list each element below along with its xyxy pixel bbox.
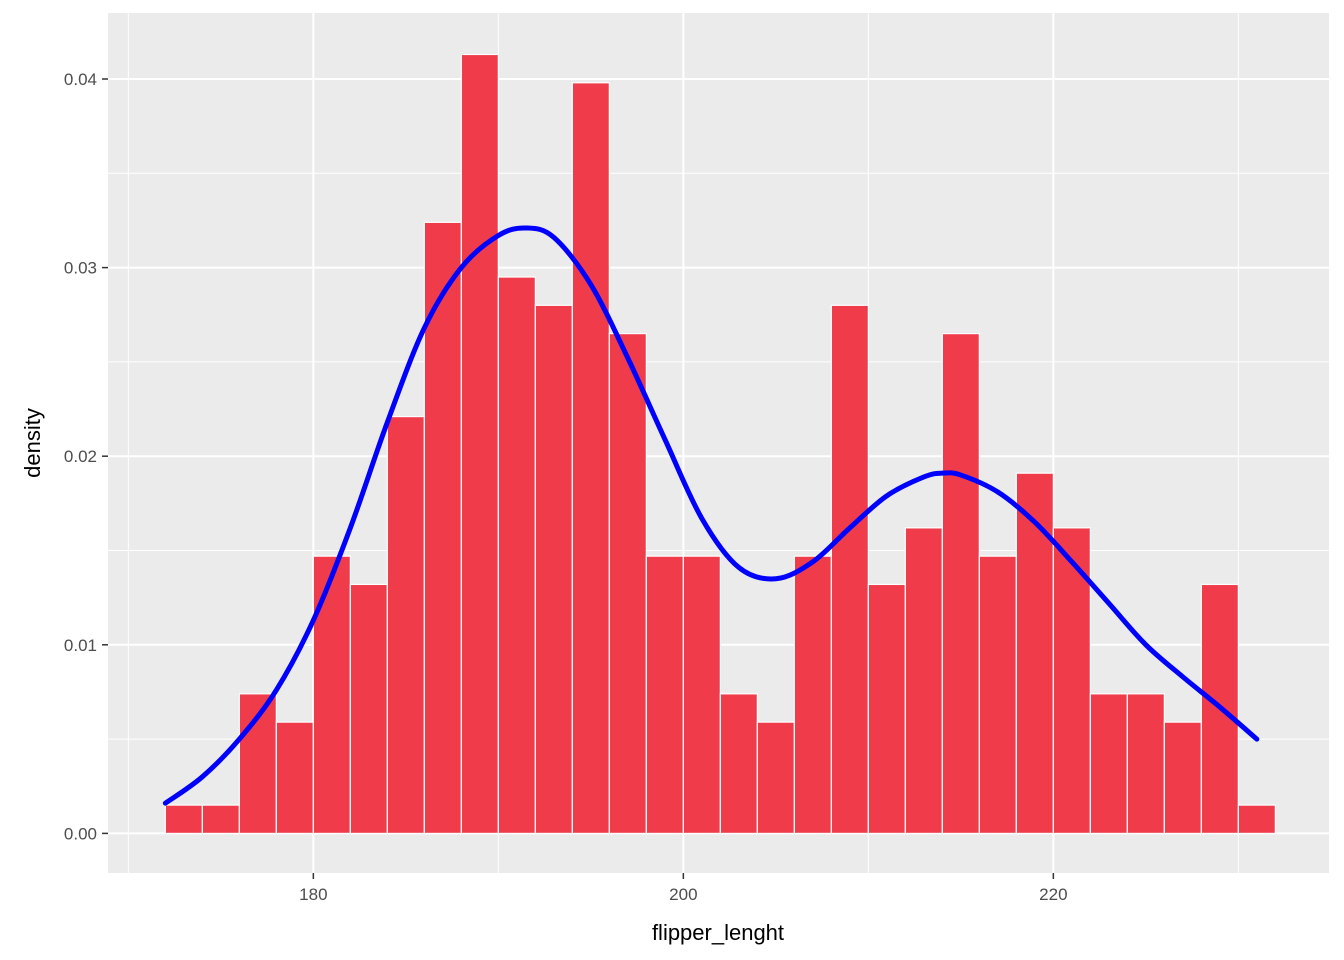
x-axis-title: flipper_lenght xyxy=(652,920,784,945)
y-tick-label: 0.03 xyxy=(64,259,97,278)
histogram-bar xyxy=(312,555,351,834)
histogram-bar xyxy=(1237,804,1276,834)
histogram-bar xyxy=(164,804,203,834)
density-curve xyxy=(162,225,1260,806)
histogram-bar xyxy=(349,583,388,834)
histogram-bar xyxy=(534,304,573,834)
histogram-bar xyxy=(386,415,425,834)
histogram-bar xyxy=(1015,472,1054,834)
histogram-bar xyxy=(793,555,832,834)
y-tick-label: 0.00 xyxy=(64,824,97,843)
histogram-bar xyxy=(1163,721,1202,834)
y-tick-label: 0.02 xyxy=(64,447,97,466)
histogram-bar xyxy=(608,333,647,834)
x-tick-label: 200 xyxy=(669,885,697,904)
y-axis-ticks: 0.00 0.01 0.02 0.03 0.04 xyxy=(64,70,108,843)
histogram-bar xyxy=(201,804,240,834)
y-axis-title: density xyxy=(20,408,45,478)
y-tick-label: 0.01 xyxy=(64,636,97,655)
histogram-bar xyxy=(460,53,499,834)
histogram-bar xyxy=(830,304,869,834)
y-tick-label: 0.04 xyxy=(64,70,97,89)
histogram-bar xyxy=(867,583,906,834)
x-tick-label: 220 xyxy=(1039,885,1067,904)
x-tick-label: 180 xyxy=(299,885,327,904)
x-axis-ticks: 180 200 220 xyxy=(299,873,1068,904)
histogram-bar xyxy=(423,221,462,834)
histogram-bar xyxy=(571,82,610,834)
histogram-bar xyxy=(682,555,721,834)
histogram-bar xyxy=(941,333,980,834)
histogram-bar xyxy=(1126,693,1165,834)
histogram-bar xyxy=(275,721,314,834)
histogram-bar xyxy=(756,721,795,834)
histogram-bar xyxy=(497,276,536,834)
histogram-bar xyxy=(645,555,684,834)
histogram-bar xyxy=(1089,693,1128,834)
histogram-bar xyxy=(978,555,1017,834)
histogram-bars xyxy=(164,53,1276,834)
histogram-bar xyxy=(719,693,758,834)
histogram-bar xyxy=(904,527,943,834)
